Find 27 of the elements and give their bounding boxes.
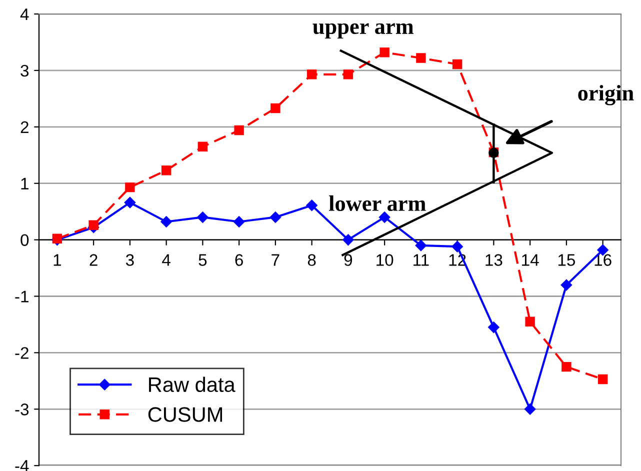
annotation: origin: [578, 84, 634, 106]
y-tick-label: 0: [20, 234, 29, 246]
x-tick-label: 14: [522, 254, 539, 266]
x-tick-label: 7: [272, 254, 280, 266]
x-tick-label: 6: [235, 254, 243, 266]
x-tick-label: 3: [126, 254, 134, 266]
annotation: lower arm: [328, 195, 426, 212]
x-tick-label: 5: [198, 254, 207, 266]
x-tick-label: 8: [308, 254, 316, 266]
annotation: upper arm: [312, 23, 414, 39]
y-tick-label: -3: [15, 404, 29, 416]
y-tick-label: 2: [20, 121, 28, 133]
x-tick-label: 15: [558, 254, 576, 266]
y-tick-label: 3: [20, 64, 29, 77]
x-tick-label: 13: [486, 254, 502, 266]
x-tick-label: 2: [90, 254, 98, 266]
x-tick-label: 9: [344, 254, 352, 266]
y-tick-label: 1: [21, 178, 28, 190]
y-tick-label: -2: [15, 347, 28, 359]
legend-label: Raw data: [149, 376, 236, 392]
y-tick-label: 4: [20, 8, 29, 20]
x-tick-label: 11: [414, 254, 429, 266]
x-tick-label: 10: [376, 254, 394, 266]
x-tick-label: 1: [54, 254, 62, 266]
legend-label: CUSUM: [148, 407, 222, 422]
y-tick-label: -1: [15, 290, 28, 302]
x-tick-label: 4: [162, 254, 170, 266]
